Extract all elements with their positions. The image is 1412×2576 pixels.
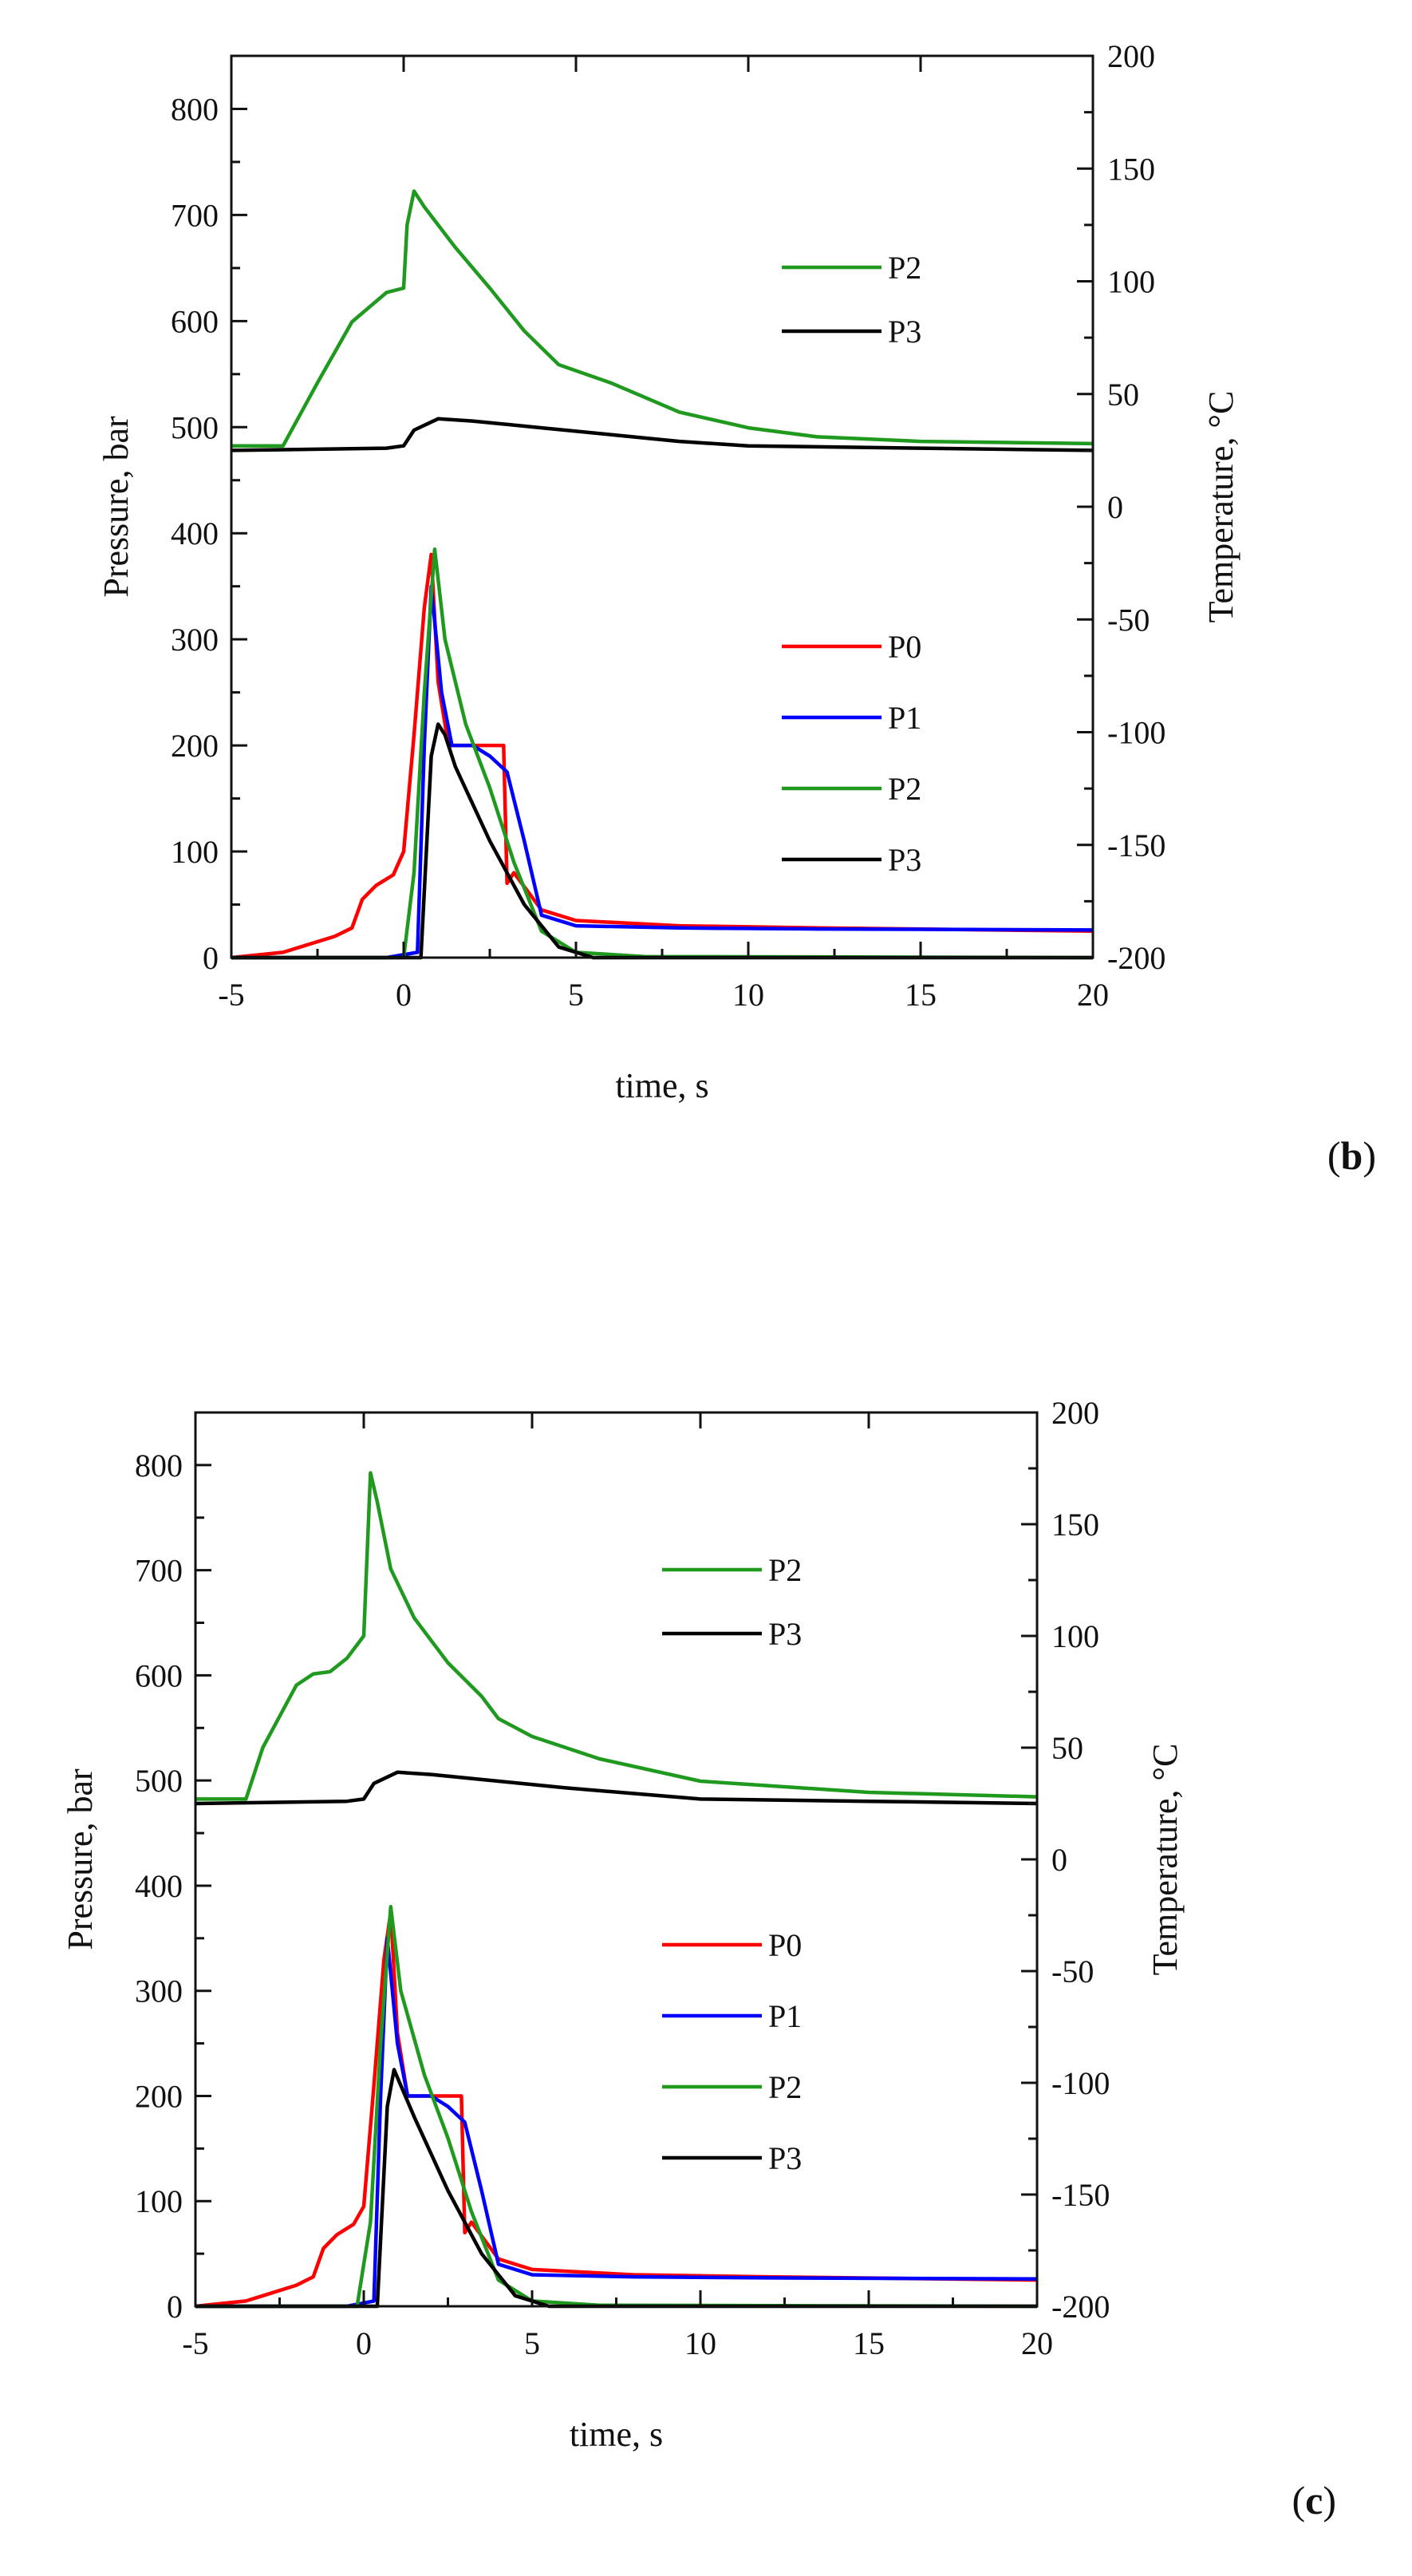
- y2-axis-title: Temperature, °C: [1146, 1744, 1185, 1976]
- y-tick-label: 200: [135, 2078, 183, 2114]
- legend-label: P0: [768, 1927, 802, 1963]
- y-tick-label: 400: [171, 516, 219, 551]
- legend-upper-right: P2 P3: [662, 1552, 802, 1652]
- y-tick-label: 700: [171, 197, 219, 233]
- y-tick-label: 800: [171, 91, 219, 127]
- y-tick-label: 100: [171, 834, 219, 870]
- x-tick-label: 10: [684, 2325, 716, 2361]
- y2-tick-label: -150: [1051, 2177, 1110, 2213]
- x-tick-label: 5: [568, 977, 584, 1013]
- y2-axis-title: Temperature, °C: [1201, 391, 1240, 623]
- x-tick-label: 0: [396, 977, 412, 1013]
- legend-label: P0: [888, 629, 921, 665]
- legend-label: P3: [888, 314, 921, 350]
- legend-upper-right: P2 P3: [782, 250, 921, 350]
- series-line-p3-left-5: [231, 722, 1093, 960]
- panel-letter: c: [1305, 2478, 1323, 2523]
- series-line-p2-left-4: [195, 1905, 1038, 2309]
- y-tick-label: 600: [135, 1657, 183, 1693]
- x-tick-label: 20: [1077, 977, 1109, 1013]
- x-tick-label: -5: [182, 2325, 208, 2361]
- x-tick-label: 20: [1021, 2325, 1053, 2361]
- chart-panel-b: -5 0 5 10 15 200100200300400500600700800-200-…: [97, 38, 1376, 1178]
- legend-label: P2: [768, 2069, 802, 2105]
- y-tick-label: 0: [203, 940, 219, 976]
- plot-frame: [194, 1411, 1039, 2308]
- y-tick-label: 800: [135, 1448, 183, 1484]
- y-axis-title: Pressure, bar: [97, 416, 136, 598]
- legend-label: P3: [888, 842, 921, 878]
- y2-tick-label: -50: [1051, 1954, 1094, 1989]
- y-tick-label: 400: [135, 1868, 183, 1904]
- legend-middle-right: P0 P1 P2 P3: [782, 629, 921, 878]
- x-tick-label: 5: [524, 2325, 540, 2361]
- y-tick-label: 500: [171, 409, 219, 445]
- legend-label: P2: [768, 1552, 802, 1588]
- x-tick-label: 15: [853, 2325, 885, 2361]
- legend-label: P1: [888, 700, 921, 736]
- y2-tick-label: 0: [1051, 1842, 1067, 1878]
- y-tick-label: 300: [171, 622, 219, 658]
- legend-label: P3: [768, 1616, 802, 1652]
- series-line-p3-right-1: [195, 1770, 1038, 1806]
- panel-label: (b): [1327, 1133, 1376, 1178]
- y-tick-label: 600: [171, 303, 219, 339]
- y2-tick-label: -100: [1107, 715, 1165, 751]
- y2-tick-label: 0: [1107, 489, 1123, 525]
- y2-tick-label: -200: [1107, 940, 1165, 976]
- x-tick-label: 0: [356, 2325, 372, 2361]
- series-line-p1-left-3: [231, 584, 1094, 960]
- series-line-p0-left-2: [231, 552, 1094, 960]
- plot-frame: [230, 54, 1094, 959]
- y-tick-label: 0: [167, 2289, 183, 2325]
- x-tick-label: 10: [732, 977, 764, 1013]
- legend-middle-right: P0 P1 P2 P3: [662, 1927, 802, 2176]
- series-line-p1-left-3: [195, 1936, 1038, 2309]
- y-tick-label: 300: [135, 1973, 183, 2009]
- legend-label: P3: [768, 2140, 802, 2176]
- series-line-p0-left-2: [195, 1910, 1038, 2309]
- legend-label: P2: [888, 250, 921, 286]
- y2-tick-label: 100: [1107, 264, 1155, 300]
- y2-tick-label: 150: [1107, 151, 1155, 187]
- x-axis-title: time, s: [570, 2415, 663, 2454]
- legend-label: P1: [768, 1998, 802, 2034]
- y-tick-label: 100: [135, 2183, 183, 2219]
- x-tick-label: 15: [905, 977, 937, 1013]
- panel-label: (c): [1292, 2478, 1336, 2523]
- series-line-p2-right-0: [195, 1471, 1038, 1801]
- y-axis-title: Pressure, bar: [61, 1768, 100, 1950]
- legend-label: P2: [888, 771, 921, 807]
- panel-letter: b: [1341, 1133, 1363, 1178]
- y2-tick-label: 50: [1107, 377, 1139, 413]
- y2-tick-label: 200: [1107, 38, 1155, 74]
- series-line-p2-right-0: [231, 189, 1094, 448]
- chart-panel-c: -5 0 5 10 15 200100200300400500600700800-200-…: [61, 1395, 1336, 2523]
- series-line-p3-right-1: [231, 417, 1094, 452]
- y2-tick-label: 50: [1051, 1730, 1083, 1766]
- x-tick-label: -5: [218, 977, 244, 1013]
- y-tick-label: 700: [135, 1553, 183, 1589]
- y2-tick-label: -150: [1107, 828, 1165, 863]
- y-tick-label: 200: [171, 728, 219, 764]
- series-line-p3-left-5: [195, 2068, 1037, 2309]
- x-axis-title: time, s: [615, 1066, 708, 1105]
- y2-tick-label: -50: [1107, 602, 1150, 638]
- series-line-p2-left-4: [231, 547, 1094, 960]
- y2-tick-label: 150: [1051, 1507, 1099, 1543]
- y-tick-label: 500: [135, 1763, 183, 1799]
- y2-tick-label: -200: [1051, 2289, 1110, 2325]
- y2-tick-label: 100: [1051, 1618, 1099, 1654]
- y2-tick-label: 200: [1051, 1395, 1099, 1431]
- y2-tick-label: -100: [1051, 2065, 1110, 2101]
